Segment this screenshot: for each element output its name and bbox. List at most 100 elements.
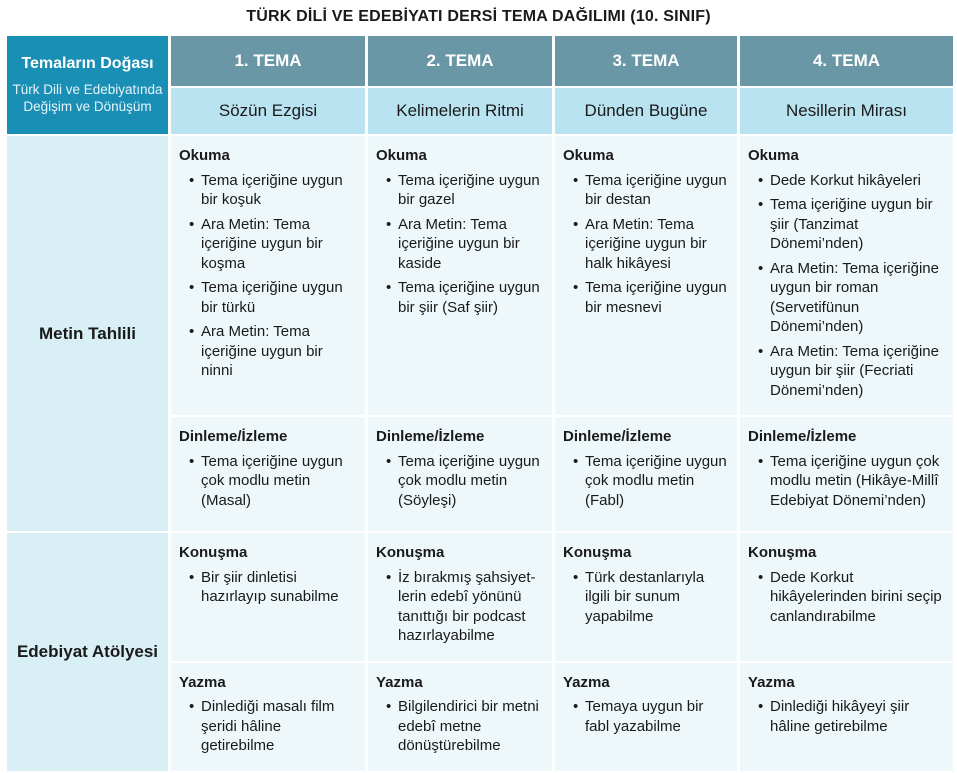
list-item: • İz bırakmış şahsiyet-lerin edebî yönünü…: [376, 568, 544, 646]
theme-name-4: Nesillerin Mirası: [740, 88, 953, 134]
bullet-list: • Bilgilendirici bir metni edebî metne dö…: [376, 697, 544, 756]
list-item: • Ara Metin: Tema içeriğine uygun bir şii…: [748, 342, 945, 401]
list-item-text: Ara Metin: Tema içeriğine uygun bir koşm…: [201, 215, 323, 272]
list-item: • Tema içeriğine uygun bir mesnevi: [563, 278, 729, 317]
konusma-cell-4: Konuşma • Dede Korkut hikâyelerinden birin…: [740, 533, 953, 661]
corner-heading: Temaların Doğası: [21, 55, 154, 72]
bullet-icon: •: [573, 171, 579, 189]
bullet-icon: •: [189, 698, 195, 715]
section-label-dinleme: Dinleme/İzleme: [563, 428, 672, 445]
list-item: • Bilgilendirici bir metni edebî metne dö…: [376, 697, 544, 756]
section-label-dinleme: Dinleme/İzleme: [748, 428, 857, 445]
bullet-icon: •: [189, 323, 195, 340]
list-item-text: Türk destanlarıyla ilgili bir sunum yapa…: [585, 568, 705, 625]
corner-header: Temaların Doğası Türk Dili ve Edebiyatın…: [7, 36, 168, 134]
list-item: • Dede Korkut hikâyelerinden birini seçip…: [748, 568, 945, 627]
bullet-icon: •: [573, 698, 579, 715]
bullet-list: • Dede Korkut hikâyelerinden birini seçip…: [748, 568, 945, 627]
list-item: • Türk destanlarıyla ilgili bir sunum yap…: [563, 568, 729, 627]
okuma-cell-2: Okuma • Tema içeriğine uygun bir gazel • Ara…: [368, 136, 552, 415]
list-item-text: Dinlediği masalı film şeridi hâline geti…: [201, 698, 335, 754]
bullet-list: • Dinlediği hikâyeyi şiir hâline getirebi…: [748, 697, 945, 736]
dinleme-cell-2: Dinleme/İzleme • Tema içeriğine uygun çok …: [368, 417, 552, 531]
bullet-list: • Tema içeriğine uygun çok modlu metin (M…: [179, 452, 357, 511]
section-label-okuma: Okuma: [376, 147, 427, 164]
list-item: • Tema içeriğine uygun bir şiir (Tanzimat…: [748, 195, 945, 254]
section-label-yazma: Yazma: [376, 673, 423, 691]
okuma-cell-4: Okuma • Dede Korkut hikâyeleri • Tema içeriğ…: [740, 136, 953, 415]
list-item: • Tema içeriğine uygun bir şiir (Saf şiir…: [376, 278, 544, 317]
list-item-text: Tema içeriğine uygun çok modlu metin (Fa…: [585, 452, 727, 509]
list-item: • Tema içeriğine uygun bir türkü: [179, 278, 357, 317]
bullet-list: • Tema içeriğine uygun bir destan • Ara Met…: [563, 171, 729, 318]
yazma-cell-2: Yazma • Bilgilendirici bir metni edebî met…: [368, 662, 552, 771]
section-label-konusma: Konuşma: [376, 544, 445, 561]
list-item: • Dinlediği masalı film şeridi hâline get…: [179, 697, 357, 756]
yazma-cell-3: Yazma • Temaya uygun bir fabl yazabilme: [555, 662, 737, 771]
theme-name-2: Kelimelerin Ritmi: [368, 88, 552, 134]
bullet-icon: •: [758, 452, 764, 470]
list-item-text: Dinlediği hikâyeyi şiir hâline getirebil…: [770, 698, 910, 735]
list-item-text: Bir şiir dinletisi hazırlayıp sunabilme: [201, 568, 339, 606]
section-label-okuma: Okuma: [748, 147, 799, 164]
bullet-icon: •: [386, 171, 392, 189]
dinleme-cell-4: Dinleme/İzleme • Tema içeriğine uygun çok …: [740, 417, 953, 531]
bullet-icon: •: [386, 215, 392, 233]
list-item: • Ara Metin: Tema içeriğine uygun bir koş…: [179, 215, 357, 274]
bullet-icon: •: [386, 279, 392, 296]
tema-header-1: 1. TEMA: [171, 36, 365, 86]
bullet-list: • Dede Korkut hikâyeleri • Tema içeriğine u…: [748, 171, 945, 401]
section-label-yazma: Yazma: [748, 673, 795, 691]
section-label-okuma: Okuma: [563, 147, 614, 164]
dinleme-cell-3: Dinleme/İzleme • Tema içeriğine uygun çok …: [555, 417, 737, 531]
list-item-text: Ara Metin: Tema içeriğine uygun bir roma…: [770, 259, 939, 336]
row-header-edebiyat-atolyesi: Edebiyat Atölyesi: [7, 533, 168, 771]
list-item: • Dinlediği hikâyeyi şiir hâline getirebi…: [748, 697, 945, 736]
bullet-list: • Tema içeriğine uygun bir koşuk • Ara Meti…: [179, 171, 357, 381]
bullet-icon: •: [758, 259, 764, 277]
konusma-cell-2: Konuşma • İz bırakmış şahsiyet-lerin edebî…: [368, 533, 552, 661]
bullet-icon: •: [758, 568, 764, 586]
bullet-list: • Tema içeriğine uygun çok modlu metin (F…: [563, 452, 729, 511]
corner-subheading: Türk Dili ve Edebiyatında Değişim ve Dön…: [12, 82, 163, 114]
list-item-text: Tema içeriğine uygun bir koşuk: [201, 171, 343, 209]
list-item-text: Ara Metin: Tema içeriğine uygun bir ninn…: [201, 323, 323, 379]
list-item-text: Tema içeriğine uygun bir destan: [585, 171, 727, 209]
section-label-dinleme: Dinleme/İzleme: [179, 428, 288, 445]
bullet-icon: •: [189, 171, 195, 189]
list-item-text: Dede Korkut hikâyeleri: [770, 171, 921, 189]
okuma-cell-1: Okuma • Tema içeriğine uygun bir koşuk • Ara…: [171, 136, 365, 415]
list-item-text: Ara Metin: Tema içeriğine uygun bir şiir…: [770, 342, 939, 399]
bullet-icon: •: [189, 215, 195, 233]
list-item: • Tema içeriğine uygun bir destan: [563, 171, 729, 210]
list-item: • Ara Metin: Tema içeriğine uygun bir hal…: [563, 215, 729, 274]
bullet-list: • Tema içeriğine uygun çok modlu metin (S…: [376, 452, 544, 511]
section-label-konusma: Konuşma: [179, 544, 248, 561]
bullet-icon: •: [189, 452, 195, 470]
list-item-text: Dede Korkut hikâyelerinden birini seçip …: [770, 568, 942, 625]
bullet-list: • Bir şiir dinletisi hazırlayıp sunabilme: [179, 568, 357, 607]
bullet-icon: •: [386, 568, 392, 586]
list-item-text: Tema içeriğine uygun çok modlu metin (Hi…: [770, 452, 940, 509]
list-item-text: Tema içeriğine uygun bir şiir (Tanzimat …: [770, 196, 933, 252]
list-item-text: Bilgilendirici bir metni edebî metne dön…: [398, 698, 539, 754]
list-item: • Tema içeriğine uygun çok modlu metin (F…: [563, 452, 729, 511]
bullet-icon: •: [573, 279, 579, 296]
list-item-text: Ara Metin: Tema içeriğine uygun bir halk…: [585, 215, 707, 272]
theme-name-1: Sözün Ezgisi: [171, 88, 365, 134]
list-item-text: Temaya uygun bir fabl yazabilme: [585, 698, 704, 735]
section-label-okuma: Okuma: [179, 147, 230, 164]
tema-header-2: 2. TEMA: [368, 36, 552, 86]
tema-header-3: 3. TEMA: [555, 36, 737, 86]
list-item-text: Tema içeriğine uygun bir gazel: [398, 171, 540, 209]
bullet-list: • Tema içeriğine uygun bir gazel • Ara Meti…: [376, 171, 544, 318]
bullet-icon: •: [386, 698, 392, 715]
list-item-text: Tema içeriğine uygun bir mesnevi: [585, 279, 727, 316]
yazma-cell-1: Yazma • Dinlediği masalı film şeridi hâlin…: [171, 662, 365, 771]
tema-distribution-table: Temaların Doğası Türk Dili ve Edebiyatın…: [4, 34, 956, 773]
bullet-list: • Temaya uygun bir fabl yazabilme: [563, 697, 729, 736]
section-label-konusma: Konuşma: [748, 544, 817, 561]
bullet-icon: •: [573, 452, 579, 470]
list-item: • Tema içeriğine uygun bir koşuk: [179, 171, 357, 210]
list-item: • Bir şiir dinletisi hazırlayıp sunabilme: [179, 568, 357, 607]
